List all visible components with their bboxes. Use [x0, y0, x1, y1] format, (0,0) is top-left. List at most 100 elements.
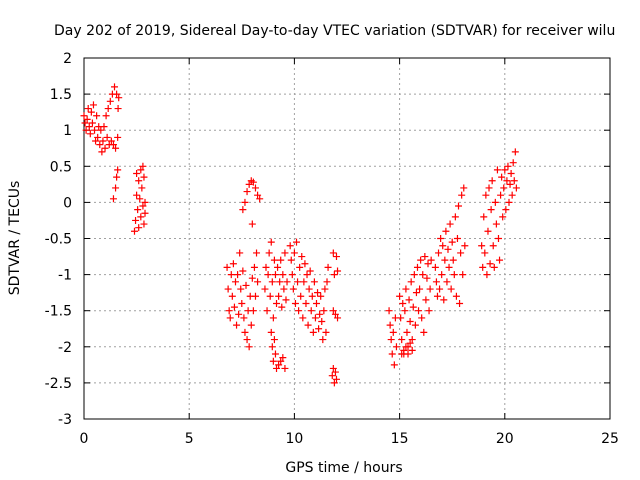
data-point	[135, 224, 143, 232]
data-point	[281, 249, 289, 257]
data-point	[415, 307, 423, 315]
data-point	[310, 278, 318, 286]
data-point	[445, 263, 453, 271]
data-point	[261, 285, 269, 293]
data-point	[500, 184, 508, 192]
data-point	[330, 379, 338, 387]
data-point	[247, 321, 255, 329]
data-point	[443, 278, 451, 286]
data-point	[91, 126, 99, 134]
data-point	[504, 162, 512, 170]
data-point	[265, 249, 273, 257]
data-point	[437, 235, 445, 242]
data-point	[277, 357, 285, 365]
data-point	[268, 343, 276, 351]
data-point	[330, 271, 338, 279]
data-point	[107, 137, 115, 145]
data-point	[401, 307, 409, 315]
data-point	[268, 278, 276, 286]
data-point	[256, 195, 264, 203]
data-point	[296, 263, 304, 271]
data-point	[510, 177, 518, 185]
data-point	[254, 191, 262, 199]
data-point	[280, 285, 288, 293]
data-point	[290, 249, 298, 257]
data-point	[300, 278, 308, 286]
data-point	[409, 303, 417, 311]
data-point	[302, 299, 310, 307]
data-point	[93, 112, 101, 120]
data-point	[266, 292, 274, 300]
data-point	[137, 213, 145, 221]
data-point	[457, 249, 465, 257]
data-point	[436, 285, 444, 293]
data-point	[485, 184, 493, 192]
y-tick-labels: 2 1.5 1 0.5 0 -0.5 -1 -1.5 -2 -2.5 -3	[45, 51, 72, 428]
data-point	[390, 361, 398, 369]
data-point	[100, 123, 108, 131]
data-point	[480, 213, 488, 221]
data-point	[135, 177, 143, 185]
data-points	[80, 83, 520, 387]
data-point	[106, 97, 114, 105]
y-tick-label: 1	[63, 123, 72, 139]
data-point	[283, 278, 291, 286]
y-tick-label: -2.5	[45, 376, 72, 392]
data-point	[438, 271, 446, 279]
data-point	[98, 148, 106, 156]
data-point	[297, 292, 305, 300]
data-point	[273, 364, 281, 372]
data-point	[294, 278, 302, 286]
data-point	[447, 285, 455, 293]
data-point	[139, 162, 147, 170]
data-point	[322, 328, 330, 336]
data-point	[406, 339, 414, 347]
data-point	[96, 141, 104, 149]
data-point	[288, 271, 296, 279]
data-point	[141, 209, 149, 217]
data-point	[301, 260, 309, 268]
data-point	[132, 216, 140, 224]
data-point	[402, 285, 410, 293]
data-point	[499, 213, 507, 221]
data-point	[231, 278, 239, 286]
data-point	[446, 220, 454, 228]
data-point	[416, 285, 424, 293]
data-point	[332, 253, 340, 261]
data-point	[329, 364, 337, 372]
y-tick-label: 0	[63, 195, 72, 211]
y-tick-label: 1.5	[50, 87, 72, 103]
data-point	[501, 166, 509, 174]
data-point	[316, 310, 324, 318]
data-point	[307, 307, 315, 315]
data-point	[139, 202, 147, 210]
plot-frame	[83, 57, 611, 420]
data-point	[99, 137, 107, 145]
data-point	[101, 144, 109, 152]
data-point	[89, 101, 97, 109]
data-point	[233, 321, 241, 329]
data-point	[424, 260, 432, 268]
data-point	[225, 307, 233, 315]
data-point	[245, 180, 253, 188]
data-point	[408, 346, 416, 354]
data-point	[238, 299, 246, 307]
data-point	[404, 350, 412, 358]
data-point	[387, 336, 395, 344]
data-point	[440, 296, 448, 304]
data-point	[282, 296, 290, 304]
data-point	[453, 235, 461, 242]
data-point	[408, 336, 416, 344]
data-point	[507, 170, 515, 178]
data-point	[405, 296, 413, 304]
data-point	[420, 328, 428, 336]
data-point	[278, 303, 286, 311]
data-point	[410, 271, 418, 279]
data-point	[113, 173, 121, 181]
data-point	[423, 274, 431, 282]
data-point	[484, 227, 492, 235]
data-point	[249, 178, 257, 186]
data-point	[277, 256, 285, 264]
ticks	[83, 57, 611, 420]
data-point	[114, 105, 122, 113]
